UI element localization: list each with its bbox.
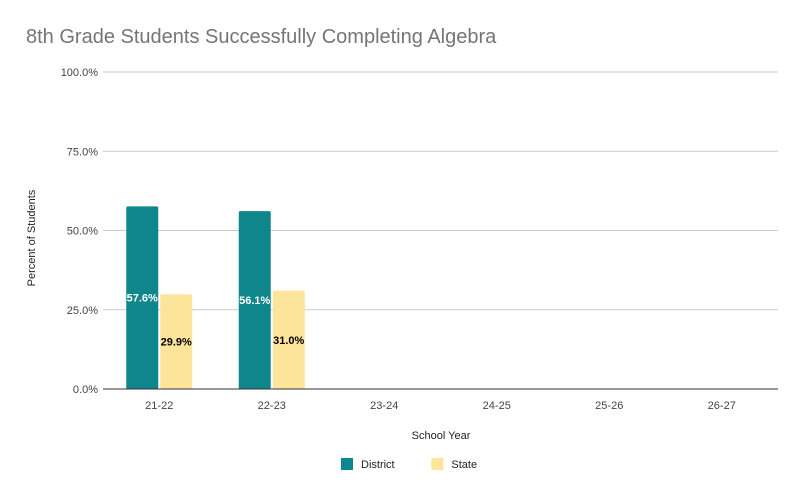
x-tick-label: 22-23 [258,400,286,412]
x-tick-label: 24-25 [483,400,511,412]
data-label: 29.9% [161,337,192,349]
legend-swatch-district [341,458,353,470]
legend-label-district: District [361,459,395,471]
data-label: 31.0% [273,335,304,347]
x-tick-label: 23-24 [370,400,398,412]
data-label: 56.1% [239,295,270,307]
bar-district [126,206,159,389]
x-tick-label: 26-27 [708,400,736,412]
bar-district [238,211,271,389]
x-axis-ticks: 21-22 22-23 23-24 24-25 25-26 26-27 [145,400,736,412]
y-tick-label: 100.0% [61,67,99,79]
legend-label-state: State [451,459,477,471]
bar-state [272,290,305,389]
y-tick-label: 25.0% [67,305,98,317]
y-axis-title: Percent of Students [26,189,38,286]
x-axis-title: School Year [412,430,471,442]
y-tick-label: 0.0% [73,384,98,396]
x-tick-label: 25-26 [595,400,623,412]
x-tick-label: 21-22 [145,400,173,412]
legend-swatch-state [431,458,444,470]
bar-labels: 57.6% 29.9% 56.1% 31.0% [127,293,305,349]
grid-lines [103,71,778,311]
y-tick-label: 75.0% [67,146,98,158]
data-label: 57.6% [127,293,158,305]
y-axis-ticks: 0.0% 25.0% 50.0% 75.0% 100.0% [61,67,99,396]
bars [126,206,305,389]
legend: District State [341,458,477,471]
chart-title: 8th Grade Students Successfully Completi… [26,26,497,48]
y-tick-label: 50.0% [67,226,98,238]
bar-state [160,294,193,389]
